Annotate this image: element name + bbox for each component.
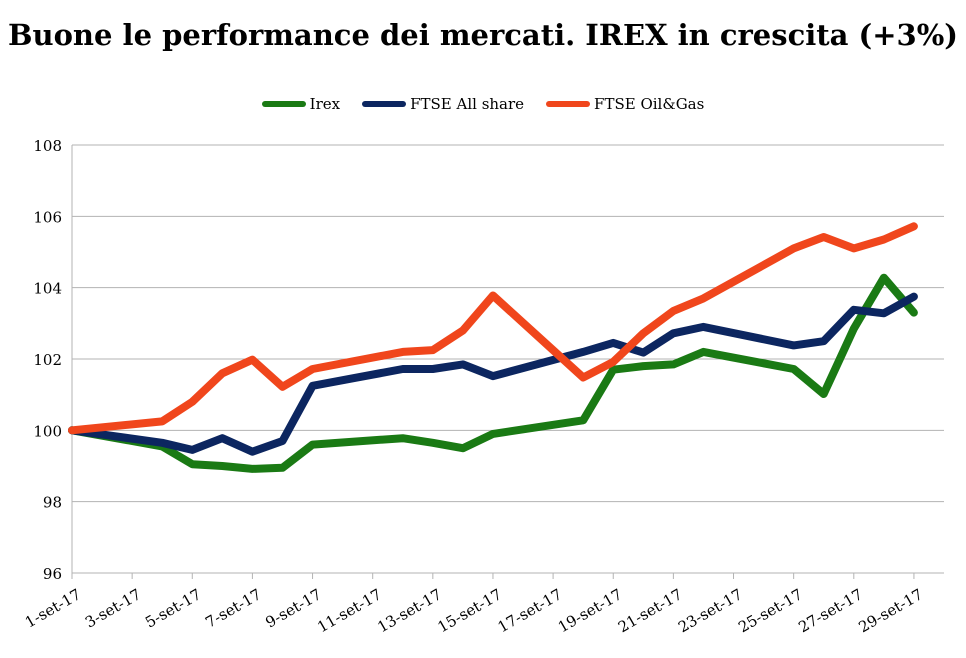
series-line-ftse-oil-gas (68, 222, 918, 435)
chart-title: Buone le performance dei mercati. IREX i… (7, 18, 959, 52)
y-tick-label-100: 100 (33, 422, 62, 440)
series-line-irex (68, 273, 918, 473)
legend: Irex FTSE All share FTSE Oil&Gas (0, 95, 966, 113)
x-tick-label-9-set-17: 9-set-17 (262, 585, 324, 631)
y-tick-label-108: 108 (33, 137, 62, 155)
legend-swatch-irex (261, 101, 306, 107)
x-tick-label-5-set-17: 5-set-17 (142, 585, 204, 631)
y-tick-label-106: 106 (33, 208, 62, 226)
y-tick-label-98: 98 (43, 494, 62, 512)
y-tick-label-104: 104 (33, 280, 62, 298)
x-tick-label-7-set-17: 7-set-17 (202, 585, 264, 631)
x-tick-label-15-set-17: 15-set-17 (435, 585, 505, 636)
legend-item-ftse-oil-gas: FTSE Oil&Gas (546, 95, 704, 113)
legend-item-ftse-all-share: FTSE All share (362, 95, 524, 113)
legend-item-irex: Irex (261, 95, 341, 113)
x-tick-label-19-set-17: 19-set-17 (555, 585, 625, 636)
legend-label-irex: Irex (309, 95, 341, 113)
x-tick-label-3-set-17: 3-set-17 (82, 585, 144, 631)
x-tick-label-25-set-17: 25-set-17 (735, 585, 805, 636)
legend-swatch-ftse-oil-gas (546, 101, 591, 107)
x-tick-label-17-set-17: 17-set-17 (495, 585, 565, 636)
x-tick-label-29-set-17: 29-set-17 (856, 585, 926, 636)
x-tick-label-21-set-17: 21-set-17 (615, 585, 685, 636)
series-line-ftse-all-share (68, 292, 918, 456)
y-tick-label-102: 102 (33, 351, 62, 369)
legend-label-ftse-oil-gas: FTSE Oil&Gas (594, 95, 705, 113)
x-tick-label-13-set-17: 13-set-17 (374, 585, 444, 636)
legend-label-ftse-all-share: FTSE All share (410, 95, 525, 113)
x-tick-label-27-set-17: 27-set-17 (795, 585, 865, 636)
x-tick-label-23-set-17: 23-set-17 (675, 585, 745, 636)
y-tick-label-96: 96 (43, 565, 62, 583)
x-tick-label-1-set-17: 1-set-17 (22, 585, 84, 631)
legend-swatch-ftse-all-share (362, 101, 407, 107)
x-tick-label-11-set-17: 11-set-17 (314, 585, 384, 636)
